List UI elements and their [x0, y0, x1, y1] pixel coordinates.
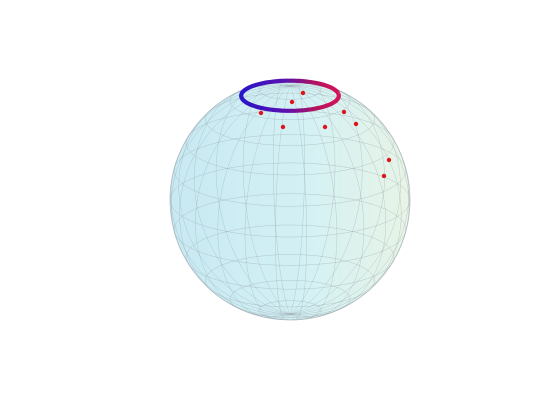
state-point [353, 121, 359, 127]
state-point [386, 157, 392, 163]
longitude-line [170, 85, 291, 315]
state-point [381, 173, 387, 179]
longitude-line [217, 85, 291, 319]
trajectory-ring [239, 78, 341, 113]
longitude-line [289, 85, 410, 315]
longitude-line [275, 85, 291, 321]
longitude-line [178, 84, 291, 315]
longitude-line [244, 85, 291, 320]
longitude-line [170, 85, 291, 315]
longitude-line [289, 85, 387, 317]
state-point [280, 124, 286, 130]
state-points [258, 90, 392, 179]
longitude-line [289, 85, 307, 321]
longitude-line [289, 85, 402, 316]
longitude-line [195, 85, 291, 317]
state-point [300, 90, 306, 96]
longitude-line [289, 85, 365, 319]
state-point [258, 110, 264, 116]
trajectory-path [239, 78, 341, 113]
state-point [322, 124, 328, 130]
sphere-grid [169, 79, 411, 321]
state-point [289, 99, 295, 105]
state-point [341, 109, 347, 115]
